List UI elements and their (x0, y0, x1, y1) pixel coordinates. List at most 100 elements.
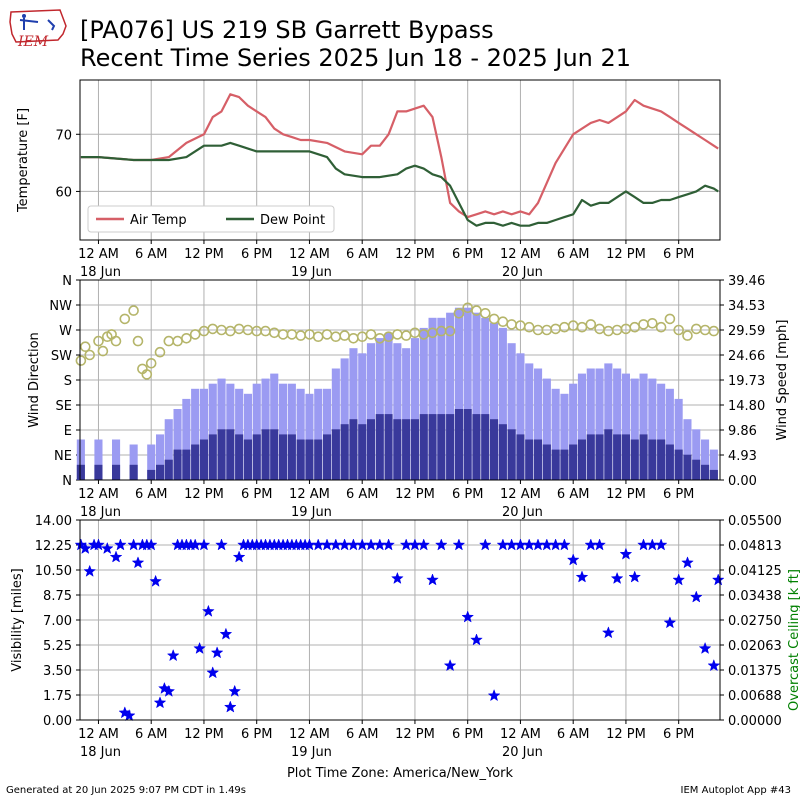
bar-wind-speed (516, 434, 525, 480)
point-wind-direction (708, 325, 720, 337)
x-axis-label: Plot Time Zone: America/New_York (287, 766, 514, 781)
bar-wind-gust (604, 363, 613, 480)
visibility-x-tick-label: 6 PM (452, 727, 483, 742)
point-wind-direction (145, 357, 157, 369)
bar-wind-speed (323, 434, 332, 480)
visibility-tick-label: 14.00 (35, 514, 72, 529)
point-wind-direction (154, 346, 166, 358)
bar-wind-gust (173, 409, 182, 480)
point-visibility (689, 590, 703, 603)
bar-wind-gust (630, 378, 639, 480)
bar-wind-gust (551, 388, 560, 480)
visibility-frame (79, 519, 721, 721)
bar-wind-gust (358, 353, 367, 480)
bar-wind-gust (472, 312, 481, 480)
wind-x-tick-label: 12 PM (395, 487, 435, 502)
temperature-frame (79, 79, 721, 241)
bar-wind-gust (366, 343, 375, 480)
point-visibility (663, 616, 677, 629)
bar-wind-speed (410, 419, 419, 480)
bar-wind-gust (560, 393, 569, 480)
bar-wind-gust (76, 439, 85, 480)
point-visibility (83, 564, 97, 577)
bar-wind-gust (674, 398, 683, 480)
bar-wind-speed (560, 449, 569, 480)
point-visibility (470, 633, 483, 646)
point-visibility (601, 626, 615, 639)
temperature-y-tick-label: 60 (55, 185, 72, 200)
bar-wind-speed (683, 454, 692, 480)
temperature-day-label: 18 Jun (80, 265, 121, 280)
point-visibility (149, 574, 162, 587)
point-visibility (223, 700, 237, 713)
bar-wind-speed (173, 449, 182, 480)
bar-wind-speed (199, 439, 208, 480)
visibility-tick-label: 3.50 (43, 664, 72, 679)
bar-wind-gust (94, 439, 103, 480)
series-line-dew-point (80, 141, 719, 227)
bar-wind-gust (507, 343, 516, 480)
bar-wind-gust (147, 444, 156, 480)
bar-wind-speed (164, 459, 173, 480)
bar-wind-speed (481, 414, 490, 480)
temperature-day-label: 19 Jun (291, 265, 332, 280)
bar-wind-speed (463, 409, 472, 480)
point-visibility (654, 538, 668, 551)
chart-title-line-1: [PA076] US 219 SB Garrett Bypass (80, 16, 494, 44)
visibility-axis-label: Visibility [miles] (10, 568, 25, 671)
point-visibility (78, 541, 92, 554)
temperature-x-tick-label: 6 PM (452, 247, 483, 262)
visibility-x-tick-label: 12 PM (395, 727, 435, 742)
bar-wind-gust (454, 307, 463, 480)
point-wind-direction (75, 355, 87, 366)
point-wind-direction (110, 335, 122, 347)
wind-x-tick-label: 12 PM (606, 487, 646, 502)
bar-wind-speed (279, 434, 288, 480)
bar-wind-speed (604, 429, 613, 480)
bar-wind-gust (437, 317, 446, 480)
wind-speed-tick-label: 39.46 (728, 274, 765, 289)
visibility-tick-label: 10.50 (35, 564, 72, 579)
point-visibility (162, 684, 176, 697)
point-visibility (122, 708, 136, 722)
temperature-x-tick-label: 12 AM (500, 247, 541, 262)
wind-day-label: 18 Jun (80, 505, 121, 520)
bar-wind-gust (490, 322, 499, 480)
bar-wind-speed (331, 429, 340, 480)
bar-wind-speed (454, 409, 463, 480)
point-wind-direction (119, 313, 131, 325)
bar-wind-speed (147, 469, 156, 480)
bar-wind-speed (112, 464, 121, 480)
point-visibility (698, 641, 712, 654)
bar-wind-gust (270, 373, 279, 480)
point-wind-direction (93, 335, 104, 347)
bar-wind-gust (375, 338, 384, 480)
temperature-x-tick-label: 6 AM (557, 247, 590, 262)
point-visibility (434, 538, 448, 551)
visibility-tick-label: 8.75 (43, 589, 72, 604)
bar-wind-gust (156, 434, 165, 480)
point-visibility (707, 658, 721, 672)
temperature-x-tick-label: 6 AM (135, 247, 168, 262)
point-visibility (232, 550, 246, 563)
bar-wind-gust (410, 338, 419, 480)
bar-wind-gust (542, 378, 551, 480)
point-visibility (382, 538, 395, 551)
bar-wind-speed (428, 414, 437, 480)
point-wind-direction (664, 313, 676, 325)
wind-direction-tick-label: SW (51, 349, 72, 364)
wind-x-tick-label: 6 AM (557, 487, 590, 502)
bar-wind-gust (199, 388, 208, 480)
point-visibility (487, 688, 501, 702)
point-wind-direction (84, 349, 95, 361)
ceiling-tick-label: 0.00688 (728, 689, 782, 704)
bar-wind-gust (182, 398, 191, 480)
bar-wind-speed (226, 429, 235, 480)
visibility-tick-label: 0.00 (43, 714, 72, 729)
visibility-x-tick-label: 6 PM (241, 727, 272, 742)
point-visibility (166, 648, 180, 662)
bar-wind-gust (648, 378, 657, 480)
bar-wind-speed (692, 459, 701, 480)
bar-wind-gust (314, 388, 323, 480)
bar-wind-speed (208, 434, 217, 480)
